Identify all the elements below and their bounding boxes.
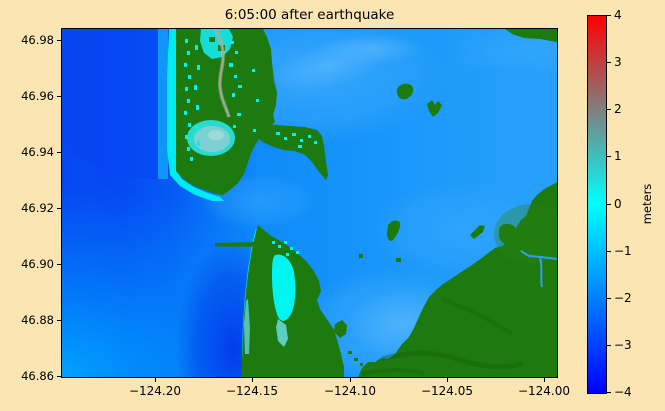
y-tick-label: 46.98 <box>21 33 54 47</box>
shoal-dot-2 <box>354 358 358 361</box>
colorbar-tick-mark <box>607 251 611 252</box>
colorbar-tick-label: 0 <box>614 197 622 211</box>
y-tick-label: 46.86 <box>21 369 54 383</box>
colorbar-tick-label: 2 <box>614 102 622 116</box>
x-tick-mark <box>155 378 156 382</box>
x-tick-mark <box>350 378 351 382</box>
x-tick-label: −124.20 <box>128 384 182 398</box>
islet-dot-2 <box>396 258 401 262</box>
colorbar-tick-mark <box>607 345 611 346</box>
colorbar-tick-mark <box>607 204 611 205</box>
flood-details <box>184 29 557 354</box>
land-jetty <box>215 242 261 247</box>
north-top-flood <box>200 29 233 59</box>
colorbar-tick-label: −4 <box>614 385 632 399</box>
colorbar-tick-label: 1 <box>614 149 622 163</box>
y-tick-mark <box>57 96 61 97</box>
y-tick-mark <box>57 376 61 377</box>
islet-dot-1 <box>359 254 363 258</box>
road-line <box>214 29 231 118</box>
shoal-dot-3 <box>360 363 363 366</box>
colorbar-tick-label: 4 <box>614 8 622 22</box>
land-shading <box>361 204 557 376</box>
shoal-dot-1 <box>348 351 352 354</box>
island-round <box>498 223 517 245</box>
map-canvas <box>62 29 557 377</box>
y-tick-label: 46.92 <box>21 201 54 215</box>
y-tick-mark <box>57 152 61 153</box>
colorbar-tick-label: −3 <box>614 338 632 352</box>
y-tick-label: 46.94 <box>21 145 54 159</box>
colorbar-tick-label: 3 <box>614 55 622 69</box>
x-tick-label: −124.05 <box>420 384 474 398</box>
westport-flood <box>272 254 296 321</box>
colorbar-tick-mark <box>607 62 611 63</box>
north-beach <box>167 29 224 201</box>
colorbar-tick-mark <box>607 392 611 393</box>
colorbar-tick-label: −1 <box>614 244 632 258</box>
south-beach-teal <box>244 299 250 354</box>
colorbar-tick-mark <box>607 15 611 16</box>
land-topright-strip <box>505 29 557 42</box>
colorbar-tick-mark <box>607 109 611 110</box>
y-tick-mark <box>57 40 61 41</box>
flood-speckles <box>184 39 317 256</box>
island-upper-1 <box>396 83 414 100</box>
island-upper-v <box>427 100 442 117</box>
colorbar <box>587 15 607 394</box>
y-tick-mark <box>57 208 61 209</box>
plot-title: 6:05:00 after earthquake <box>224 7 395 23</box>
y-tick-mark <box>57 264 61 265</box>
map-axes <box>61 28 558 378</box>
x-tick-mark <box>252 378 253 382</box>
colorbar-axis-label: meters <box>640 183 654 225</box>
land-southeast-mass <box>358 182 557 377</box>
se-river-channel <box>520 250 557 288</box>
colorbar-tick-label: −2 <box>614 291 632 305</box>
x-tick-label: −124.00 <box>517 384 571 398</box>
y-tick-label: 46.88 <box>21 313 54 327</box>
y-tick-mark <box>57 320 61 321</box>
x-tick-label: −124.15 <box>225 384 279 398</box>
x-tick-mark <box>447 378 448 382</box>
colorbar-tick-mark <box>607 156 611 157</box>
westport-flood-teal <box>276 319 288 347</box>
x-tick-mark <box>544 378 545 382</box>
colorbar-tick-mark <box>607 298 611 299</box>
island-east-of-westport <box>334 320 347 338</box>
water-field <box>62 29 557 377</box>
island-comma <box>387 220 401 242</box>
y-tick-label: 46.90 <box>21 257 54 271</box>
y-tick-label: 46.96 <box>21 89 54 103</box>
x-tick-label: −124.10 <box>323 384 377 398</box>
island-diagonal <box>470 225 485 239</box>
